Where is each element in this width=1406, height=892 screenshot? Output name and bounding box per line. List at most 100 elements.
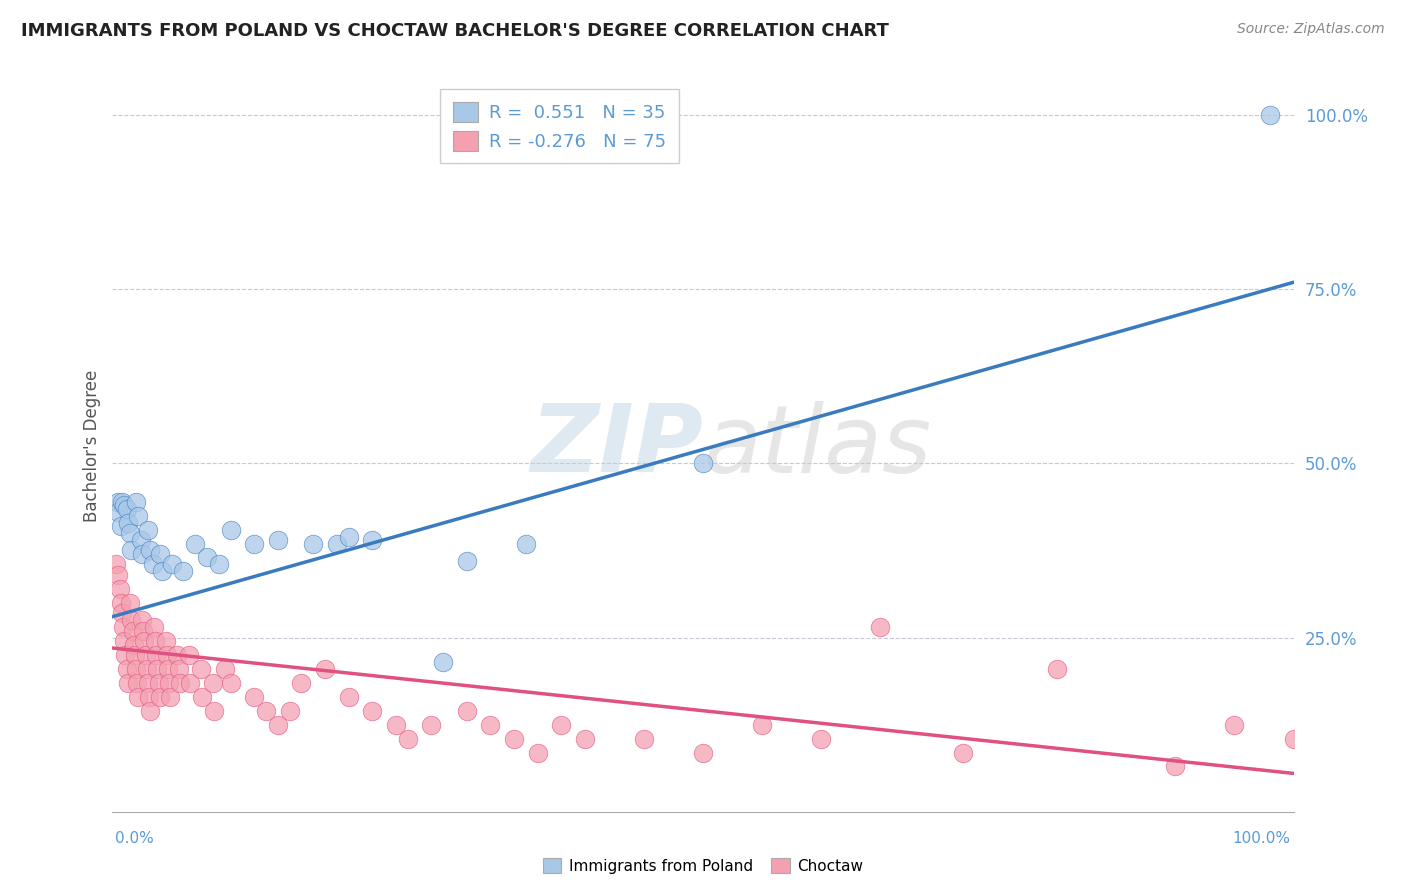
Point: [142, 620, 165, 634]
Point: [361, 533, 384, 547]
Point: [156, 662, 179, 676]
Point: [432, 655, 454, 669]
Point: [107, 494, 129, 508]
Point: [326, 536, 349, 550]
Point: [143, 634, 166, 648]
Point: [150, 565, 173, 579]
Point: [115, 501, 138, 516]
Point: [157, 676, 180, 690]
Point: [692, 746, 714, 760]
Point: [134, 634, 156, 648]
Point: [195, 550, 218, 565]
Point: [254, 704, 277, 718]
Point: [278, 704, 301, 718]
Point: [166, 648, 188, 662]
Point: [117, 516, 139, 530]
Point: [125, 494, 148, 508]
Point: [142, 558, 165, 572]
Point: [117, 676, 139, 690]
Point: [1282, 731, 1305, 746]
Text: 0.0%: 0.0%: [115, 831, 155, 846]
Point: [120, 613, 142, 627]
Point: [120, 526, 142, 541]
Point: [314, 662, 336, 676]
Point: [135, 648, 157, 662]
Point: [139, 704, 162, 718]
Point: [115, 662, 138, 676]
Point: [479, 717, 502, 731]
Point: [219, 523, 242, 537]
Point: [574, 731, 596, 746]
Text: 100.0%: 100.0%: [1233, 831, 1291, 846]
Point: [420, 717, 443, 731]
Point: [214, 662, 236, 676]
Point: [810, 731, 832, 746]
Legend: Immigrants from Poland, Choctaw: Immigrants from Poland, Choctaw: [537, 852, 869, 880]
Point: [127, 676, 149, 690]
Point: [190, 662, 212, 676]
Point: [110, 519, 132, 533]
Point: [1223, 717, 1246, 731]
Point: [159, 690, 181, 704]
Point: [202, 704, 225, 718]
Point: [302, 536, 325, 550]
Point: [184, 536, 207, 550]
Point: [1258, 108, 1281, 122]
Point: [337, 690, 360, 704]
Point: [869, 620, 891, 634]
Point: [526, 746, 548, 760]
Point: [114, 648, 136, 662]
Point: [112, 634, 135, 648]
Point: [456, 554, 478, 568]
Point: [179, 648, 201, 662]
Point: [243, 690, 266, 704]
Point: [550, 717, 572, 731]
Point: [156, 648, 179, 662]
Point: [201, 676, 224, 690]
Point: [290, 676, 312, 690]
Point: [132, 624, 155, 638]
Point: [633, 731, 655, 746]
Point: [107, 505, 129, 519]
Point: [167, 662, 190, 676]
Point: [243, 536, 266, 550]
Point: [127, 508, 149, 523]
Point: [138, 690, 160, 704]
Point: [139, 543, 162, 558]
Point: [169, 676, 191, 690]
Point: [131, 613, 153, 627]
Point: [120, 543, 142, 558]
Point: [129, 533, 152, 547]
Point: [149, 547, 172, 561]
Point: [1164, 759, 1187, 773]
Point: [155, 634, 177, 648]
Point: [267, 717, 290, 731]
Point: [107, 567, 129, 582]
Point: [127, 690, 149, 704]
Point: [149, 690, 172, 704]
Point: [125, 662, 148, 676]
Point: [136, 676, 159, 690]
Point: [503, 731, 526, 746]
Point: [456, 704, 478, 718]
Point: [160, 558, 183, 572]
Point: [361, 704, 384, 718]
Text: ZIP: ZIP: [530, 400, 703, 492]
Point: [135, 662, 157, 676]
Point: [108, 582, 131, 596]
Point: [121, 624, 143, 638]
Point: [179, 676, 201, 690]
Point: [396, 731, 419, 746]
Point: [172, 565, 194, 579]
Point: [267, 533, 290, 547]
Legend: R =  0.551   N = 35, R = -0.276   N = 75: R = 0.551 N = 35, R = -0.276 N = 75: [440, 89, 679, 163]
Text: atlas: atlas: [703, 401, 931, 491]
Point: [112, 620, 135, 634]
Point: [131, 547, 153, 561]
Point: [111, 494, 134, 508]
Point: [146, 662, 169, 676]
Text: IMMIGRANTS FROM POLAND VS CHOCTAW BACHELOR'S DEGREE CORRELATION CHART: IMMIGRANTS FROM POLAND VS CHOCTAW BACHEL…: [21, 22, 889, 40]
Point: [112, 498, 135, 512]
Point: [124, 648, 146, 662]
Point: [751, 717, 773, 731]
